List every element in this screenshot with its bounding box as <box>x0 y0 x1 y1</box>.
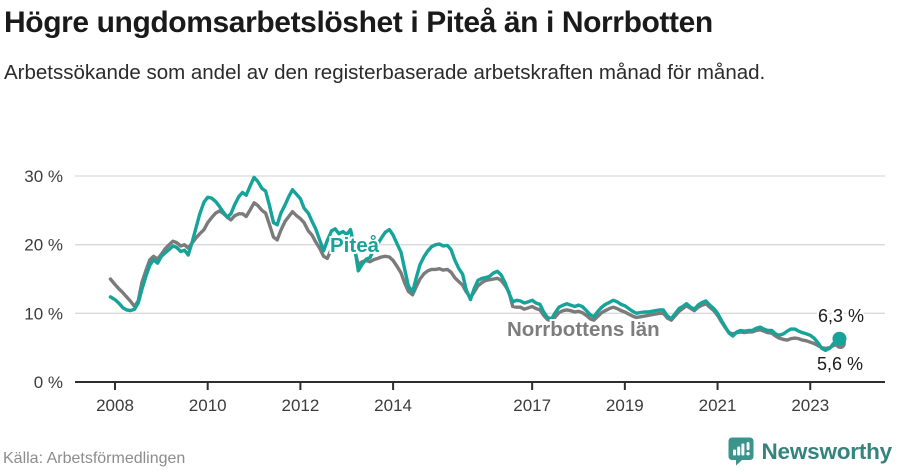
chart-annotation: Norrbottens län <box>507 318 660 341</box>
x-tick-label: 2010 <box>189 396 227 415</box>
newsworthy-logo[interactable]: Newsworthy <box>728 437 892 466</box>
y-tick-label: 0 % <box>34 373 63 392</box>
page-title: Högre ungdomsarbetslöshet i Piteå än i N… <box>4 6 713 39</box>
chart-annotation: 5,6 % <box>817 354 863 374</box>
x-tick-label: 2021 <box>699 396 737 415</box>
y-tick-label: 30 % <box>24 167 63 186</box>
x-tick-label: 2014 <box>374 396 412 415</box>
unemployment-line-chart: 0 % 10 % 20 % 30 % 2008 2010 2012 2014 2017 2019 2… <box>24 167 885 415</box>
x-tick-label: 2019 <box>606 396 644 415</box>
x-tick-label: 2017 <box>513 396 551 415</box>
norrbotten-line <box>108 201 843 351</box>
chart-annotation: 6,3 % <box>818 306 864 326</box>
source-note: Källa: Arbetsförmedlingen <box>3 450 186 467</box>
x-tick-label: 2012 <box>281 396 319 415</box>
x-tick-label: 2023 <box>791 396 829 415</box>
chart-subtitle: Arbetssökande som andel av den registerb… <box>4 61 766 84</box>
chart-annotation: Piteå <box>330 234 380 257</box>
x-tick-label: 2008 <box>96 396 134 415</box>
y-tick-label: 10 % <box>24 304 63 323</box>
y-tick-label: 20 % <box>24 236 63 255</box>
pitea-line <box>108 175 842 353</box>
newsworthy-speech-bubble-bars-icon <box>728 437 754 466</box>
pitea-end-dot <box>832 331 847 346</box>
newsworthy-wordmark: Newsworthy <box>761 438 892 464</box>
